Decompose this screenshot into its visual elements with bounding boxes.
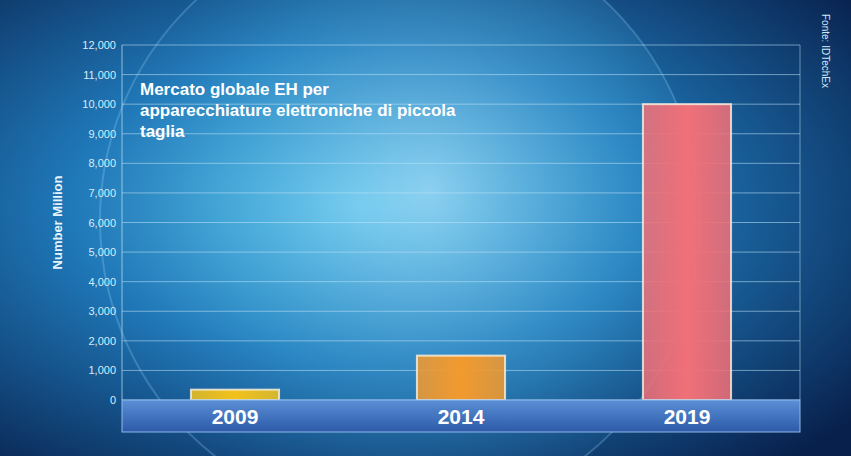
chart: 0 1,000 2,000 3,000 4,000 5,000 6,000 7,000 8,00… [0,0,851,456]
axis-line [122,45,123,400]
tick-label: 11,000 [83,69,116,81]
tick-label: 9,000 [88,128,116,140]
tick-label: 3,000 [88,305,116,317]
category-label: 2014 [438,405,485,428]
bar [191,390,279,400]
bars [191,104,731,400]
title-group: Mercato globale EH per apparecchiature el… [140,80,456,141]
category-label: 2019 [664,405,711,428]
tick-label: 6,000 [88,217,116,229]
tick-label: 5,000 [88,246,116,258]
axis-title: Number Million [50,175,65,269]
frame-line [800,45,801,400]
source-note: Fonte: IDTechEx [820,14,831,88]
y-axis: 0 1,000 2,000 3,000 4,000 5,000 6,000 7,000 8,00… [82,39,800,406]
tick-label: 4,000 [88,276,116,288]
title-line: apparecchiature elettroniche di piccola [140,101,456,120]
tick-label: 1,000 [88,364,116,376]
title-line: Mercato globale EH per [140,80,329,99]
tick-label: 10,000 [82,98,116,110]
title-line: taglia [140,122,185,141]
tick-label: 12,000 [82,39,116,51]
globe-rim [100,0,700,456]
category-label: 2009 [212,405,259,428]
title: Mercato globale EH per apparecchiature el… [140,80,456,141]
tick-label: 7,000 [88,187,116,199]
globe [100,0,700,456]
grid-line [122,74,800,75]
tick-label: 0 [110,394,116,406]
tick-label: 8,000 [88,157,116,169]
bar [417,356,505,400]
grid-line [122,45,800,46]
category-band [122,400,800,432]
bar [643,104,731,400]
tick-label: 2,000 [88,335,116,347]
